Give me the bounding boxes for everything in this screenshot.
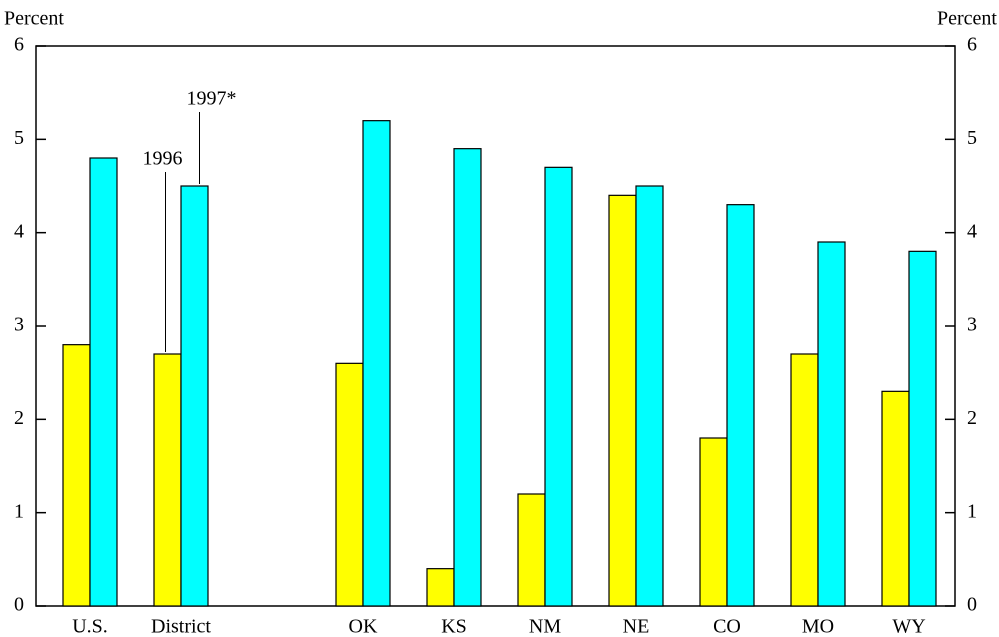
y2-axis-label: Percent (937, 8, 997, 30)
y-tick-label: 4 (14, 220, 24, 242)
y-tick-label: 0 (14, 594, 24, 616)
bar (726, 204, 755, 607)
x-tick-label: NE (623, 616, 650, 637)
bar (426, 568, 455, 607)
x-tick-label: District (151, 616, 211, 637)
bar (544, 166, 573, 607)
bar (362, 120, 391, 607)
bar (335, 362, 364, 607)
bar (62, 344, 91, 607)
y2-tick-label: 3 (967, 314, 977, 336)
series-label: 1996 (143, 148, 183, 170)
x-tick-label: U.S. (72, 616, 108, 637)
y2-tick-label: 1 (967, 500, 977, 522)
y-axis-label: Percent (4, 8, 64, 30)
bar (699, 437, 728, 607)
y-tick-label: 6 (14, 34, 24, 56)
bar (817, 241, 846, 607)
bar (517, 493, 546, 607)
y-tick-label: 5 (14, 127, 24, 149)
x-tick-label: CO (713, 616, 741, 637)
x-tick-label: WY (892, 616, 925, 637)
x-tick-label: KS (441, 616, 467, 637)
y2-tick-label: 5 (967, 127, 977, 149)
bar (180, 185, 209, 607)
bar (153, 353, 182, 607)
bar (635, 185, 664, 607)
y-tick-label: 1 (14, 500, 24, 522)
bar (608, 194, 637, 607)
y2-tick-label: 0 (967, 594, 977, 616)
y2-tick-label: 4 (967, 220, 977, 242)
bar (908, 250, 937, 607)
y2-tick-label: 6 (967, 34, 977, 56)
x-tick-label: OK (349, 616, 378, 637)
x-tick-label: MO (802, 616, 834, 637)
bar (881, 390, 910, 607)
x-tick-label: NM (529, 616, 561, 637)
bar (89, 157, 118, 607)
bar (790, 353, 819, 607)
y-tick-label: 3 (14, 314, 24, 336)
y-tick-label: 2 (14, 407, 24, 429)
series-label: 1997* (187, 88, 237, 110)
y2-tick-label: 2 (967, 407, 977, 429)
bar (453, 148, 482, 607)
